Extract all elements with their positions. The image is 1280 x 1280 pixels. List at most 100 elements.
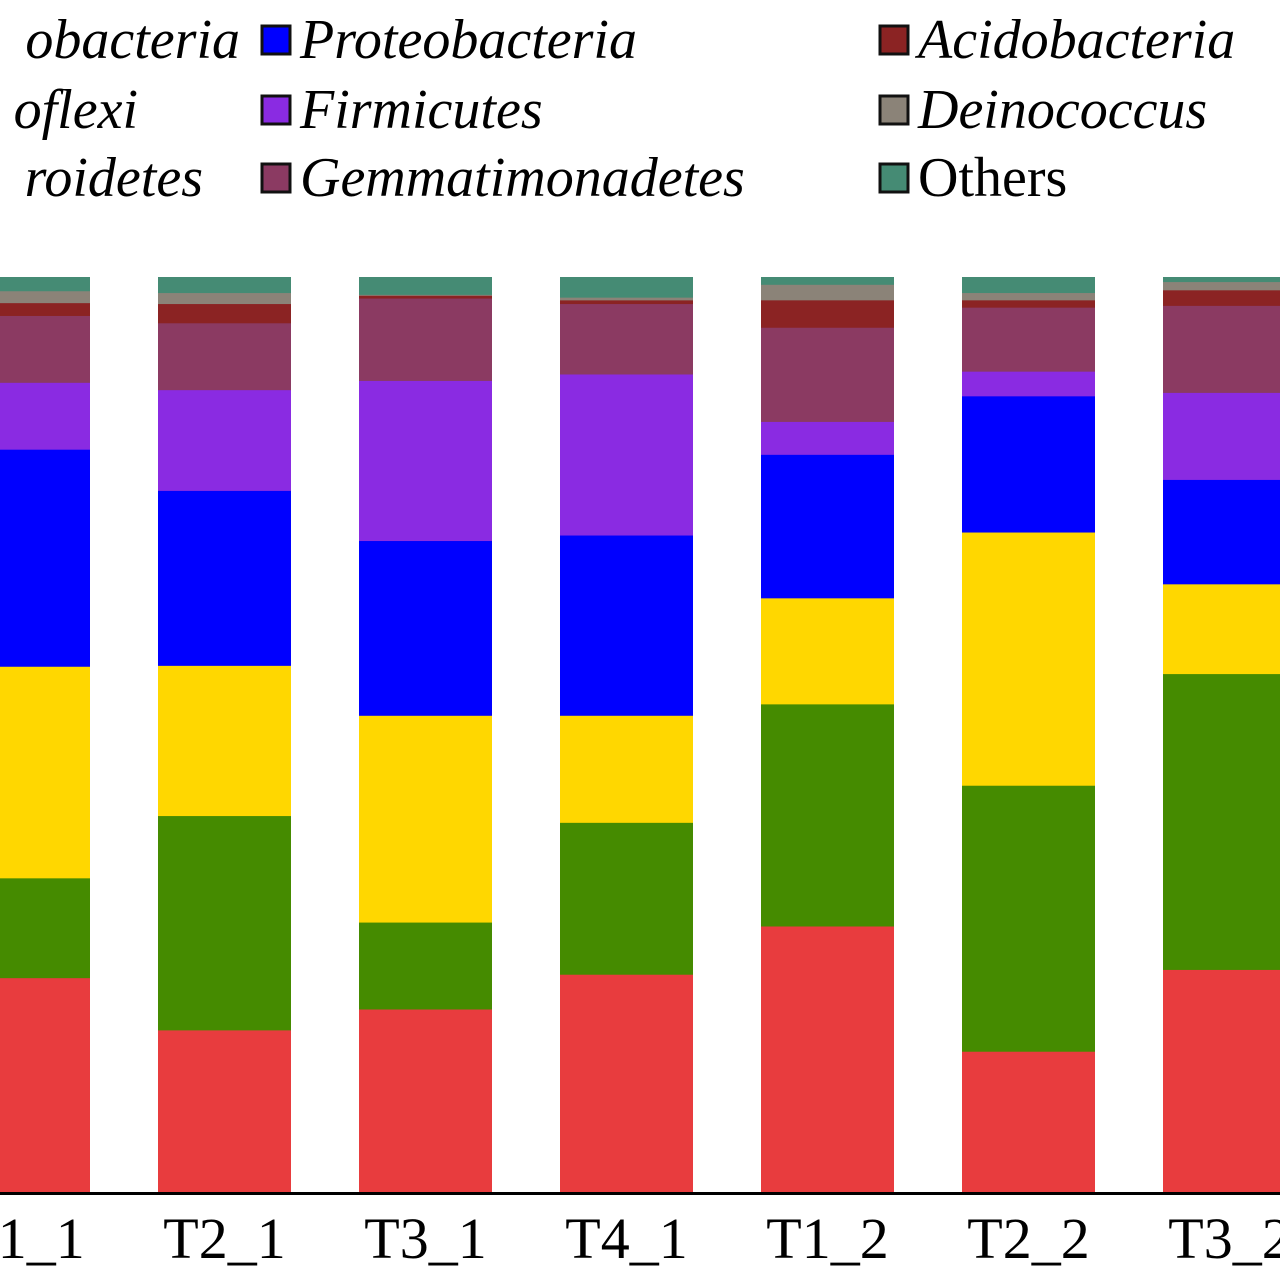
bar-segment-t3-2-proteobacteria bbox=[1163, 479, 1280, 585]
bar-segment-t3-2-others bbox=[1163, 277, 1280, 283]
bar-segment-t2-2-actinobacteria bbox=[962, 1051, 1095, 1193]
bar-segment-t1-1-others bbox=[0, 277, 90, 292]
legend-swatch-others bbox=[878, 162, 910, 194]
bar-t3-2 bbox=[1163, 277, 1280, 1193]
legend-label-firmicutes: Firmicutes bbox=[299, 79, 543, 141]
bar-segment-t3-2-acidobacteria bbox=[1163, 289, 1280, 306]
bar-t2-1 bbox=[158, 277, 291, 1193]
bar-segment-t3-1-others bbox=[359, 277, 492, 295]
bar-segment-t4-1-gemmatimonadetes bbox=[560, 303, 693, 375]
bar-t4-1 bbox=[560, 277, 693, 1193]
bar-segment-t1-1-proteobacteria bbox=[0, 449, 90, 667]
bar-segment-t1-2-others bbox=[761, 277, 894, 285]
legend-swatch-firmicutes bbox=[260, 94, 292, 126]
bar-t1-2 bbox=[761, 277, 894, 1193]
bar-segment-t1-2-proteobacteria bbox=[761, 454, 894, 599]
bar-t2-2 bbox=[962, 277, 1095, 1193]
legend-swatch-gemmatimonadetes bbox=[260, 162, 292, 194]
bar-segment-t2-2-firmicutes bbox=[962, 371, 1095, 397]
x-tick-label-t4-1: T4_1 bbox=[565, 1206, 687, 1271]
bar-segment-t1-2-chloroflexi bbox=[761, 703, 894, 927]
legend-swatch-proteobacteria bbox=[260, 24, 292, 56]
legend-label-acidobacteria: Acidobacteria bbox=[914, 9, 1235, 71]
bar-segment-t1-2-acidobacteria bbox=[761, 299, 894, 328]
bar-segment-t2-2-chloroflexi bbox=[962, 785, 1095, 1052]
bar-segment-t1-1-actinobacteria bbox=[0, 977, 90, 1193]
legend-item-actinobacteria: obacteria bbox=[25, 9, 240, 71]
bar-segment-t3-1-firmicutes bbox=[359, 380, 492, 542]
bar-segment-t2-1-firmicutes bbox=[158, 389, 291, 491]
bar-segment-t2-1-gemmatimonadetes bbox=[158, 322, 291, 391]
bar-segment-t1-1-chloroflexi bbox=[0, 877, 90, 979]
bar-segment-t2-1-proteobacteria bbox=[158, 490, 291, 666]
x-tick-label-t1-1: T1_1 bbox=[0, 1206, 85, 1271]
bar-segment-t2-1-chloroflexi bbox=[158, 815, 291, 1031]
bar-segment-t1-1-gemmatimonadetes bbox=[0, 315, 90, 383]
bar-segment-t3-1-bacteroidetes bbox=[359, 715, 492, 923]
bar-segment-t3-1-chloroflexi bbox=[359, 922, 492, 1010]
bar-segment-t4-1-others bbox=[560, 277, 693, 298]
legend-label-chloroflexi: oflexi bbox=[14, 79, 138, 141]
bar-segment-t2-1-actinobacteria bbox=[158, 1029, 291, 1193]
x-tick-labels: T1_1 T2_1 T3_1 T4_1 T1_2 T2_2 T3_2 bbox=[0, 1206, 1280, 1271]
bar-segment-t3-2-deinococcus bbox=[1163, 281, 1280, 291]
x-tick-label-t2-1: T2_1 bbox=[163, 1206, 285, 1271]
legend-swatch-acidobacteria bbox=[878, 24, 910, 56]
x-tick-label-t3-2: T3_2 bbox=[1168, 1206, 1280, 1271]
bar-segment-t4-1-actinobacteria bbox=[560, 974, 693, 1193]
bar-segment-t2-2-gemmatimonadetes bbox=[962, 307, 1095, 372]
bar-segment-t3-2-actinobacteria bbox=[1163, 969, 1280, 1193]
x-tick-label-t2-2: T2_2 bbox=[967, 1206, 1089, 1271]
bar-segment-t3-2-gemmatimonadetes bbox=[1163, 305, 1280, 393]
bar-segment-t2-2-acidobacteria bbox=[962, 299, 1095, 308]
legend-label-gemmatimonadetes: Gemmatimonadetes bbox=[300, 147, 745, 209]
bar-segment-t3-1-gemmatimonadetes bbox=[359, 298, 492, 381]
bar-segment-t2-1-deinococcus bbox=[158, 292, 291, 305]
legend-label-proteobacteria: Proteobacteria bbox=[299, 9, 637, 71]
legend-item-proteobacteria: Proteobacteria bbox=[260, 9, 637, 71]
bar-segment-t4-1-deinococcus bbox=[560, 297, 693, 301]
bar-segment-t4-1-chloroflexi bbox=[560, 822, 693, 975]
bar-t3-1 bbox=[359, 277, 492, 1193]
legend-label-deinococcus: Deinococcus bbox=[917, 79, 1207, 141]
bar-segment-t2-2-proteobacteria bbox=[962, 395, 1095, 533]
bar-segment-t2-2-bacteroidetes bbox=[962, 532, 1095, 786]
legend-item-gemmatimonadetes: Gemmatimonadetes bbox=[260, 147, 745, 209]
bar-segment-t2-2-others bbox=[962, 277, 1095, 294]
legend-item-firmicutes: Firmicutes bbox=[260, 79, 543, 141]
bar-segment-t1-1-deinococcus bbox=[0, 290, 90, 304]
bar-segment-t3-1-actinobacteria bbox=[359, 1009, 492, 1193]
bar-segment-t1-1-firmicutes bbox=[0, 382, 90, 450]
legend-item-acidobacteria: Acidobacteria bbox=[878, 9, 1235, 71]
bar-segment-t1-2-actinobacteria bbox=[761, 926, 894, 1193]
bar-segment-t2-1-bacteroidetes bbox=[158, 665, 291, 817]
bar-segment-t1-2-deinococcus bbox=[761, 284, 894, 301]
bar-segment-t1-1-bacteroidetes bbox=[0, 666, 90, 879]
bar-segment-t1-2-firmicutes bbox=[761, 421, 894, 455]
bar-segment-t1-1-acidobacteria bbox=[0, 302, 90, 316]
bar-segment-t4-1-proteobacteria bbox=[560, 535, 693, 716]
bar-segment-t4-1-acidobacteria bbox=[560, 299, 693, 305]
bars bbox=[0, 277, 1280, 1193]
bar-segment-t2-2-deinococcus bbox=[962, 292, 1095, 301]
bar-segment-t4-1-firmicutes bbox=[560, 373, 693, 536]
legend-item-chloroflexi: oflexi bbox=[14, 79, 138, 141]
x-tick-label-t3-1: T3_1 bbox=[364, 1206, 486, 1271]
legend-item-deinococcus: Deinococcus bbox=[878, 79, 1207, 141]
legend-label-bacteroidetes: roidetes bbox=[25, 147, 203, 209]
legend-item-bacteroidetes: roidetes bbox=[25, 147, 203, 209]
legend-label-others: Others bbox=[918, 147, 1067, 209]
bar-segment-t3-2-firmicutes bbox=[1163, 392, 1280, 480]
bar-t1-1 bbox=[0, 277, 90, 1193]
legend-label-actinobacteria: obacteria bbox=[25, 9, 240, 71]
bar-segment-t1-2-bacteroidetes bbox=[761, 597, 894, 705]
bar-segment-t4-1-bacteroidetes bbox=[560, 715, 693, 823]
bar-segment-t3-2-bacteroidetes bbox=[1163, 583, 1280, 675]
bar-segment-t3-2-chloroflexi bbox=[1163, 673, 1280, 970]
bar-segment-t3-1-acidobacteria bbox=[359, 295, 492, 299]
x-tick-label-t1-2: T1_2 bbox=[766, 1206, 888, 1271]
legend-item-others: Others bbox=[878, 147, 1067, 209]
bar-segment-t2-1-acidobacteria bbox=[158, 303, 291, 324]
